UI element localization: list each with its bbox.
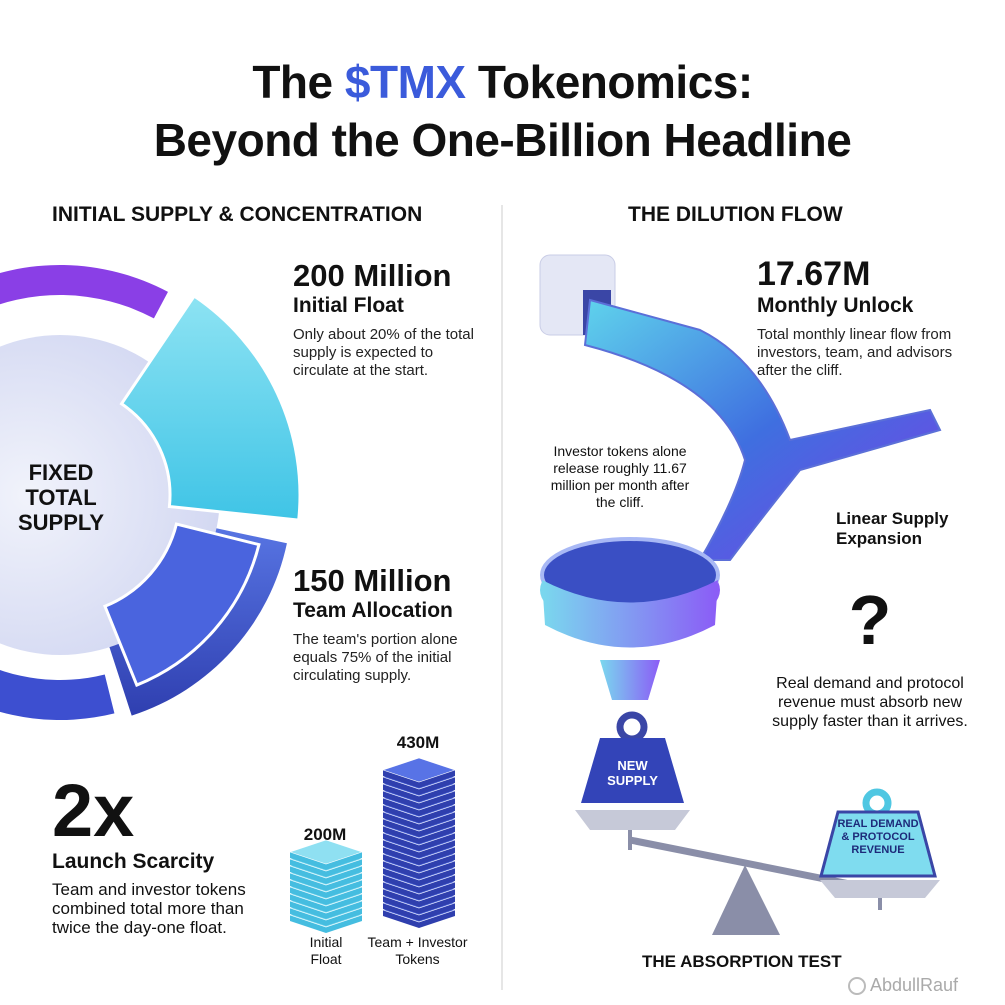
stat-value: 200 Million [293,258,452,293]
dilution-pipe [539,254,942,700]
stack-layer [383,798,455,816]
stack-layer [290,915,362,933]
expansion-label: Linear Supply Expansion [836,509,949,548]
stat-text: The team's portion alone equals 75% of t… [293,631,458,684]
ring-label-line: TOTAL [25,485,97,510]
stack-layer [290,852,362,870]
stack-layer [383,896,455,914]
stack-layer [383,826,455,844]
watermark-icon [848,977,866,995]
balance [575,711,940,935]
stack-layer [290,873,362,891]
watermark: AbdullRauf [870,975,959,995]
title-highlight: $TMX [344,56,466,108]
stack-value: 430M [396,733,440,752]
stack-layer [383,847,455,865]
stat-label: Initial Float [293,294,404,317]
left-heading: INITIAL SUPPLY & CONCENTRATION [52,203,423,226]
stack-layer [383,805,455,823]
demand-weight-label: REAL DEMAND & PROTOCOL REVENUE [837,818,919,856]
stacks [289,757,456,933]
stack-layer [383,777,455,795]
stack-value: 200M [303,825,347,844]
stack-layer [290,859,362,877]
scarcity-label: Launch Scarcity [52,850,215,873]
demand-note: Real demand and protocol revenue must ab… [772,675,968,730]
stack-layer [290,894,362,912]
question-mark: ? [848,581,892,659]
stack-layer [383,770,455,788]
stat-text: Only about 20% of the total supply is ex… [293,326,474,379]
stack-layer [290,866,362,884]
right-heading: THE DILUTION FLOW [628,203,843,226]
ring-label-line: FIXED [28,460,94,485]
stack-layer [383,910,455,928]
stat-team: 150 Million Team Allocation The team's p… [293,563,488,685]
unlock-value: 17.67M [757,255,871,293]
stack-layer-top [289,839,363,865]
title-line-1: The $TMX Tokenomics: [0,55,1005,109]
title-line-2: Beyond the One-Billion Headline [153,114,852,166]
stack-label: Team + Investor Tokens [367,934,468,967]
stack-layer [383,875,455,893]
stat-value: 150 Million [293,563,452,598]
stack-layer [383,882,455,900]
stat-float: 200 Million Initial Float Only about 20%… [293,258,488,380]
title-prefix: The [252,56,333,108]
stack-layer [290,901,362,919]
stack-label: Initial Float [309,934,343,967]
stack-layer [383,791,455,809]
stack-layer [383,819,455,837]
supply-ring [0,265,302,720]
stack-layer [383,889,455,907]
stack-layer [383,903,455,921]
unlock-label: Monthly Unlock [757,294,914,317]
supply-weight-label: NEW SUPPLY [607,758,658,788]
ring-label: FIXED TOTAL SUPPLY [0,460,122,535]
ring-segment [0,265,168,319]
stat-label: Team Allocation [293,599,453,622]
stack-layer [383,784,455,802]
scarcity-text: Team and investor tokens combined total … [52,880,246,937]
ring-segment [103,522,261,688]
scarcity: 2x Launch Scarcity Team and investor tok… [52,769,252,938]
stack-layer [383,840,455,858]
stack-layer [383,833,455,851]
stack-layer [290,887,362,905]
unlock-text: Total monthly linear flow from investors… [757,326,953,379]
ring-segment [119,293,302,522]
stack-layer [383,812,455,830]
investor-note: Investor tokens alone release roughly 11… [550,443,690,510]
unlock: 17.67M Monthly Unlock Total monthly line… [757,255,957,380]
stack-layer [383,854,455,872]
stack-layer [290,880,362,898]
title-suffix: Tokenomics: [477,56,753,108]
stack-layer [290,908,362,926]
scarcity-value: 2x [52,769,135,852]
stack-layer [383,861,455,879]
ring-label-line: SUPPLY [17,510,104,535]
absorption-test: THE ABSORPTION TEST [642,952,842,971]
stack-layer-top [382,757,456,783]
stack-layer [383,868,455,886]
ring-segment [0,669,115,720]
